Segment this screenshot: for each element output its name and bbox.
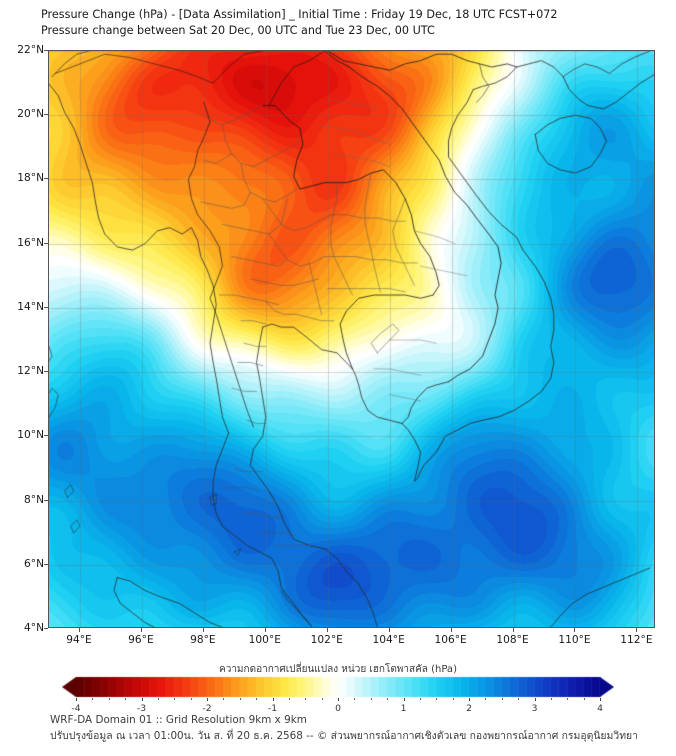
title-line-2: Pressure change between Sat 20 Dec, 00 U… [41, 23, 435, 37]
colorbar-minor-tick [419, 698, 421, 700]
lon-tick-label: 104°E [372, 634, 405, 646]
lon-tick-label: 102°E [310, 634, 343, 646]
colorbar-minor-tick [550, 698, 552, 700]
colorbar-tick-label: 0 [335, 703, 341, 714]
lat-tick-label: 12°N [17, 365, 44, 378]
colorbar-minor-tick [223, 698, 225, 700]
colorbar-minor-tick [108, 698, 110, 700]
colorbar-tick-mark [141, 698, 143, 701]
colorbar-minor-tick [92, 698, 94, 700]
colorbar-gradient [62, 676, 614, 698]
chart-title-block: Pressure Change (hPa) - [Data Assimilati… [41, 7, 661, 38]
colorbar-tick-label: 1 [400, 703, 407, 714]
lon-tick-label: 110°E [558, 634, 591, 646]
lon-tick-mark [636, 628, 638, 632]
colorbar-tick-label: 2 [466, 703, 472, 714]
colorbar-tick-label: -2 [202, 703, 212, 714]
colorbar-minor-tick [321, 698, 323, 700]
colorbar-minor-tick [387, 698, 389, 700]
lat-tick-label: 18°N [17, 172, 44, 185]
lat-tick-label: 20°N [17, 108, 44, 121]
colorbar-minor-tick [518, 698, 520, 700]
lon-tick-label: 98°E [190, 634, 216, 646]
colorbar-minor-tick [370, 698, 372, 700]
colorbar-minor-tick [485, 698, 487, 700]
lon-tick-label: 106°E [434, 634, 467, 646]
footer-block: WRF-DA Domain 01 :: Grid Resolution 9km … [50, 712, 660, 744]
lat-tick-mark [44, 628, 48, 629]
colorbar-ticks: -4 -3 -2 -1 0 1 2 3 4 [62, 676, 614, 714]
colorbar[interactable]: -4 -3 -2 -1 0 1 2 3 4 [62, 676, 614, 714]
colorbar-tick-mark [338, 698, 339, 701]
lon-tick-mark [326, 628, 328, 632]
colorbar-tick-mark [272, 698, 274, 701]
lat-tick-label: 22°N [17, 44, 44, 56]
footer-line-2: ปรับปรุงข้อมูล ณ เวลา 01:00น. วัน ส. ที่… [50, 730, 638, 742]
lat-tick-mark [44, 178, 48, 180]
lat-tick-mark [44, 50, 48, 51]
lat-tick-label: 6°N [24, 557, 44, 570]
lat-tick-mark [44, 306, 48, 308]
lat-tick-mark [44, 563, 48, 565]
title-line-1: Pressure Change (hPa) - [Data Assimilati… [41, 8, 558, 21]
lat-tick-mark [44, 435, 48, 437]
colorbar-minor-tick [354, 698, 356, 700]
lat-tick-label: 8°N [24, 493, 44, 506]
lon-tick-mark [574, 628, 576, 632]
colorbar-minor-tick [436, 698, 438, 700]
lon-tick-mark [264, 628, 266, 632]
colorbar-minor-tick [125, 698, 127, 700]
lat-tick-label: 16°N [17, 236, 44, 249]
colorbar-tick-mark [469, 698, 470, 701]
lon-tick-mark [140, 628, 142, 632]
colorbar-label: ความกดอากาศเปลี่ยนแปลง หน่วย เฮกโตพาสคัล… [219, 664, 457, 675]
lat-tick-mark [44, 114, 48, 116]
colorbar-tick-label: -4 [71, 703, 81, 714]
lon-tick-mark [512, 628, 514, 632]
colorbar-minor-tick [190, 698, 192, 700]
lon-tick-mark [202, 628, 204, 632]
colorbar-minor-tick [288, 698, 290, 700]
colorbar-tick-label: -3 [136, 703, 147, 714]
colorbar-minor-tick [501, 698, 503, 700]
lon-tick-mark [78, 628, 80, 632]
colorbar-tick-label: -1 [267, 703, 278, 714]
colorbar-tick-label: 3 [531, 703, 538, 714]
map-plot-area[interactable] [48, 50, 655, 628]
lon-tick-mark [388, 628, 390, 632]
lat-tick-label: 10°N [17, 429, 44, 442]
colorbar-minor-tick [305, 698, 307, 700]
lon-tick-label: 100°E [248, 634, 281, 646]
map-figure: 4°N 6°N 8°N 10°N 12°N 14°N 16°N 18°N 20°N 22°N 94… [17, 44, 655, 646]
lat-tick-label: 14°N [17, 300, 44, 313]
colorbar-minor-tick [256, 698, 258, 700]
lat-tick-mark [44, 499, 48, 501]
colorbar-tick-mark [534, 698, 536, 701]
colorbar-minor-tick [239, 698, 241, 700]
lat-tick-mark [44, 242, 48, 244]
colorbar-tick-mark [76, 698, 77, 701]
lat-tick-label: 4°N [24, 622, 44, 634]
lon-tick-label: 108°E [496, 634, 529, 646]
colorbar-minor-tick [174, 698, 176, 700]
colorbar-minor-tick [452, 698, 454, 700]
colorbar-minor-tick [583, 698, 585, 700]
colorbar-tick-mark [403, 698, 405, 701]
lon-tick-mark [450, 628, 452, 632]
lon-tick-label: 112°E [620, 634, 653, 646]
lon-tick-label: 96°E [128, 634, 154, 646]
footer-line-1: WRF-DA Domain 01 :: Grid Resolution 9km … [50, 714, 307, 726]
lat-tick-mark [44, 371, 48, 373]
colorbar-minor-tick [157, 698, 159, 700]
colorbar-tick-label: 4 [597, 703, 603, 714]
lat-lon-gridlines [49, 51, 654, 627]
colorbar-tick-mark [600, 698, 601, 701]
colorbar-minor-tick [567, 698, 569, 700]
lon-tick-label: 94°E [66, 634, 92, 646]
colorbar-tick-mark [207, 698, 208, 701]
